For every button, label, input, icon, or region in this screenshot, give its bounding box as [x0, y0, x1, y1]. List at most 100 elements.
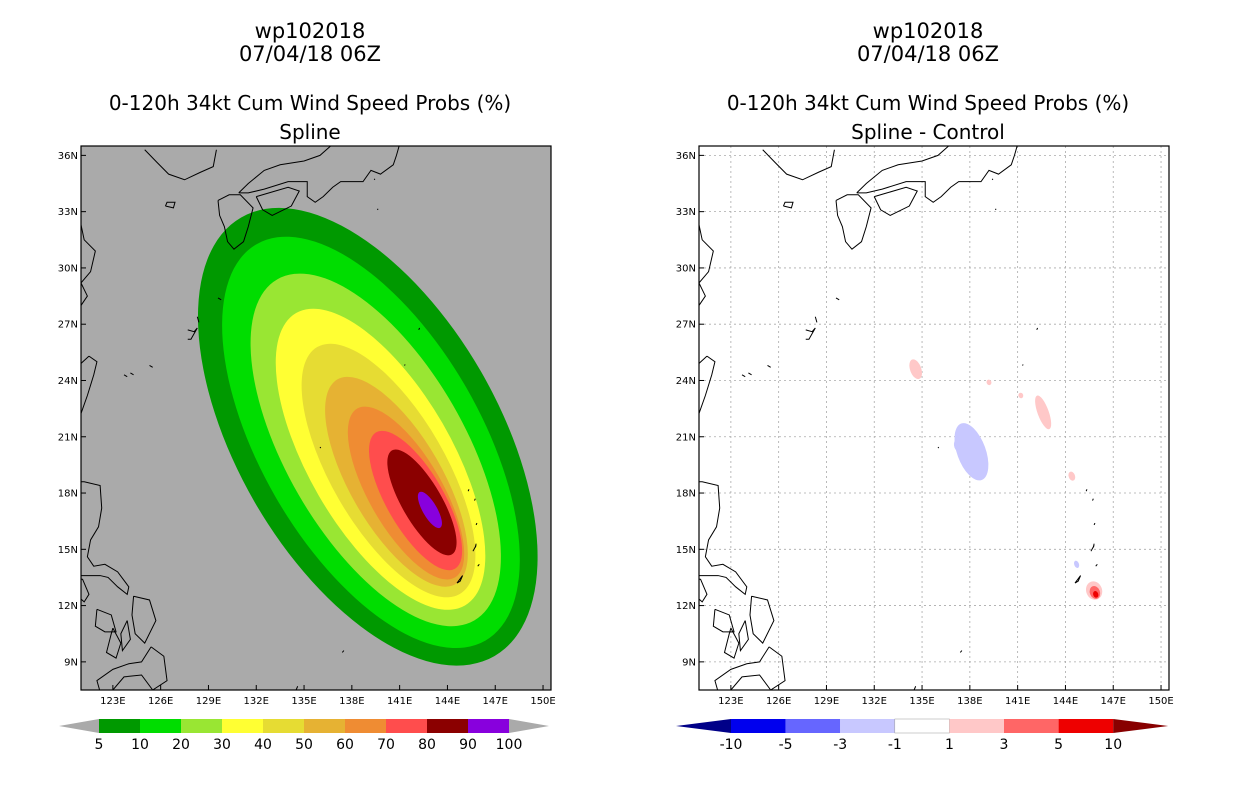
colorbar-extend-high [1113, 719, 1169, 733]
prob-contour-90 [417, 491, 442, 529]
diff-blob-3 [909, 359, 922, 380]
colorbar-label: 5 [1054, 737, 1063, 753]
lon-tick-label: 150E [1148, 696, 1173, 707]
lat-tick-label: 27N [676, 320, 696, 331]
colorbar-swatch [468, 719, 509, 733]
left-coastline-10 [149, 365, 153, 368]
left-map-panel: 123E 126E 129E 132E 135E 138E 141E 144E 147E 150E… [58, 145, 556, 707]
lat-tick-label: 21N [58, 432, 78, 443]
lon-tick-label: 135E [291, 696, 316, 707]
lat-tick-label: 9N [64, 657, 78, 668]
right-title-block: wp102018 07/04/18 06Z [718, 20, 1138, 66]
right-storm-id: wp102018 [872, 19, 984, 43]
right-chart-subtitle: Spline - Control [851, 120, 1005, 144]
lon-tick-label: 129E [814, 696, 839, 707]
colorbar-label: 40 [254, 737, 272, 753]
colorbar-label: -1 [888, 737, 902, 753]
colorbar-label: 30 [213, 737, 231, 753]
colorbar-label: 100 [496, 737, 523, 753]
lat-tick-label: 24N [676, 376, 696, 387]
right-colorbar: -10 -5 -3 -1 1 3 5 10 [676, 718, 1169, 753]
right-coastline-6 [994, 208, 997, 211]
left-coastline-15 [81, 282, 88, 306]
colorbar-swatch [181, 719, 222, 733]
colorbar-swatch [1004, 719, 1059, 733]
diff-blob-6 [986, 379, 992, 386]
left-coastline-29 [477, 563, 480, 567]
colorbar-swatch [99, 719, 140, 733]
lat-tick-label: 18N [676, 489, 696, 500]
colorbar-label: -5 [779, 737, 793, 753]
diff-blob-1 [953, 434, 974, 454]
colorbar-swatch [731, 719, 786, 733]
right-map-background [699, 146, 1169, 690]
lat-tick-label: 27N [58, 320, 78, 331]
left-coastline-8 [196, 316, 200, 323]
left-coastline-18 [94, 608, 117, 633]
right-coastline-18 [712, 608, 735, 633]
right-map-panel: 123E 126E 129E 132E 135E 138E 141E 144E 147E 150E… [676, 145, 1174, 707]
left-coastline-25 [474, 543, 477, 548]
right-coastline-7 [835, 297, 840, 301]
lon-tick-label: 126E [766, 696, 791, 707]
left-coastline-4 [238, 146, 400, 203]
left-title-block: wp102018 07/04/18 06Z [100, 20, 520, 66]
colorbar-extend-low [676, 719, 731, 733]
right-coastline-22 [699, 578, 708, 603]
lon-tick-label: 141E [387, 696, 412, 707]
difference-contours [909, 359, 1103, 600]
right-coastline-10 [767, 365, 771, 368]
left-coastlines [81, 146, 480, 690]
left-coastline-31 [418, 327, 421, 331]
right-map-frame [698, 145, 1170, 691]
lon-tick-label: 138E [339, 696, 364, 707]
right-coastline-32 [1022, 364, 1024, 366]
right-coastline-14 [699, 222, 714, 284]
right-coastline-1 [782, 201, 794, 209]
right-coastline-33 [959, 650, 963, 653]
left-coastline-9 [187, 327, 198, 340]
colorbar-swatch [222, 719, 263, 733]
left-coastline-27 [474, 498, 476, 501]
right-coastline-15 [699, 282, 706, 306]
colorbar-swatch [304, 719, 345, 733]
diff-blob-4 [1035, 395, 1052, 430]
lat-tick-label: 33N [58, 207, 78, 218]
right-gridlines [699, 146, 1169, 690]
right-coastline-26 [1093, 522, 1096, 526]
left-coastline-34 [295, 686, 299, 690]
left-chart-title: 0-120h 34kt Cum Wind Speed Probs (%) [108, 91, 512, 115]
right-coastline-34 [913, 686, 917, 690]
right-coastline-17 [749, 595, 775, 644]
left-coastline-32 [404, 364, 406, 366]
lat-tick-label: 18N [58, 489, 78, 500]
left-coastline-11 [130, 372, 134, 376]
colorbar-label: 80 [418, 737, 436, 753]
colorbar-label: 3 [1000, 737, 1009, 753]
left-coastline-12 [123, 374, 128, 378]
left-map-frame [80, 145, 552, 691]
right-coastline-9 [805, 327, 816, 340]
right-coastline-13 [699, 355, 716, 415]
left-axis-ticks: 123E 126E 129E 132E 135E 138E 141E 144E 147E 150E… [58, 151, 556, 707]
colorbar-extend-high [509, 719, 549, 733]
right-axis-ticks: 123E 126E 129E 132E 135E 138E 141E 144E 147E 150E… [676, 151, 1174, 707]
probability-contours [197, 207, 538, 666]
lon-tick-label: 132E [244, 696, 269, 707]
lon-tick-label: 141E [1005, 696, 1030, 707]
diff-blob-7 [1018, 392, 1024, 399]
colorbar-label: 1 [945, 737, 954, 753]
left-coastline-5 [373, 178, 376, 181]
lon-tick-label: 135E [909, 696, 934, 707]
left-coastline-22 [81, 578, 90, 603]
lon-tick-label: 129E [196, 696, 221, 707]
lat-tick-label: 36N [58, 151, 78, 162]
lon-tick-label: 132E [862, 696, 887, 707]
colorbar-label: -10 [720, 737, 743, 753]
right-coastline-19 [723, 627, 740, 659]
left-coastline-16 [81, 481, 130, 596]
left-coastline-21 [96, 646, 168, 690]
right-chart-title: 0-120h 34kt Cum Wind Speed Probs (%) [726, 91, 1130, 115]
left-coastline-0 [144, 149, 217, 181]
